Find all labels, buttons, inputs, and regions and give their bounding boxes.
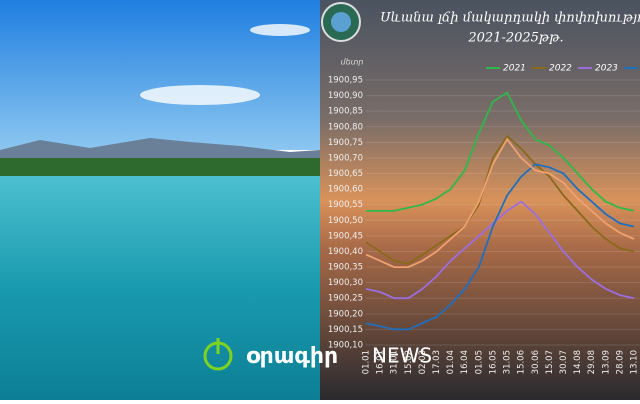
x-tick-label: 01.05 <box>474 350 484 374</box>
x-tick-label: 13.09 <box>601 350 611 374</box>
legend-label: 2022 <box>549 64 572 74</box>
y-tick-label: 1900,80 <box>328 122 363 132</box>
x-tick-label: 14.08 <box>573 350 583 374</box>
x-tick-label: 16.01 <box>376 350 386 374</box>
y-axis-label: մետր <box>341 58 364 67</box>
series-line <box>365 200 635 300</box>
series-line <box>365 163 635 331</box>
x-tick-label: 15.02 <box>404 350 414 374</box>
y-tick-label: 1900,70 <box>328 153 363 163</box>
x-tick-label: 29.08 <box>587 350 597 374</box>
y-tick-label: 1900,30 <box>328 278 363 288</box>
y-tick-label: 1900,85 <box>328 107 363 117</box>
x-tick-label: 28.09 <box>615 350 625 374</box>
y-tick-label: 1900,40 <box>328 247 363 257</box>
x-tick-label: 02.03 <box>418 350 428 374</box>
x-tick-label: 01.04 <box>446 350 456 374</box>
lake <box>0 176 320 400</box>
series-line <box>366 91 635 212</box>
y-tick-label: 1900,20 <box>328 309 363 319</box>
x-tick-label: 16.05 <box>488 350 498 374</box>
series-line <box>365 137 635 269</box>
legend-label: 2023 <box>595 64 618 74</box>
x-tick-label: 13.10 <box>630 350 640 374</box>
x-tick-label: 31.01 <box>390 350 400 374</box>
x-tick-label: 16.04 <box>460 350 470 374</box>
y-tick-label: 1900,60 <box>328 185 363 195</box>
y-tick-label: 1900,90 <box>328 91 363 101</box>
y-tick-label: 1900,75 <box>328 138 363 148</box>
trees <box>0 158 320 178</box>
watermark: օրագիր NEWS <box>203 338 432 371</box>
x-tick-label: 30.06 <box>531 350 541 374</box>
x-tick-label: 17.03 <box>432 350 442 374</box>
cloud <box>250 24 310 36</box>
x-tick-label: 15.07 <box>545 350 555 374</box>
y-tick-label: 1900,10 <box>328 341 363 351</box>
y-tick-label: 1900,65 <box>328 169 363 179</box>
logo-inner <box>331 12 351 32</box>
x-tick-label: 01.01 <box>362 350 372 374</box>
brand-name: օրագիր <box>246 344 338 369</box>
x-tick-label: 15.06 <box>517 350 527 374</box>
sky <box>0 0 320 150</box>
y-tick-label: 1900,50 <box>328 216 363 226</box>
chart-title: Սևանա լճի մակարդակի փոփոխությու <box>380 11 640 26</box>
y-tick-label: 1900,45 <box>328 231 363 241</box>
chart-subtitle: 2021-2025թթ. <box>467 31 563 46</box>
y-tick-label: 1900,55 <box>328 200 363 210</box>
legend-label: 2021 <box>503 64 526 74</box>
x-tick-label: 31.05 <box>503 350 513 374</box>
y-tick-label: 1900,35 <box>328 263 363 273</box>
y-tick-label: 1900,95 <box>328 76 363 86</box>
y-tick-label: 1900,15 <box>328 325 363 335</box>
x-tick-label: 30.07 <box>559 350 569 374</box>
cloud <box>140 85 260 105</box>
brand-suffix: NEWS <box>372 344 432 368</box>
y-tick-label: 1900,25 <box>328 294 363 304</box>
series-line <box>365 134 635 265</box>
